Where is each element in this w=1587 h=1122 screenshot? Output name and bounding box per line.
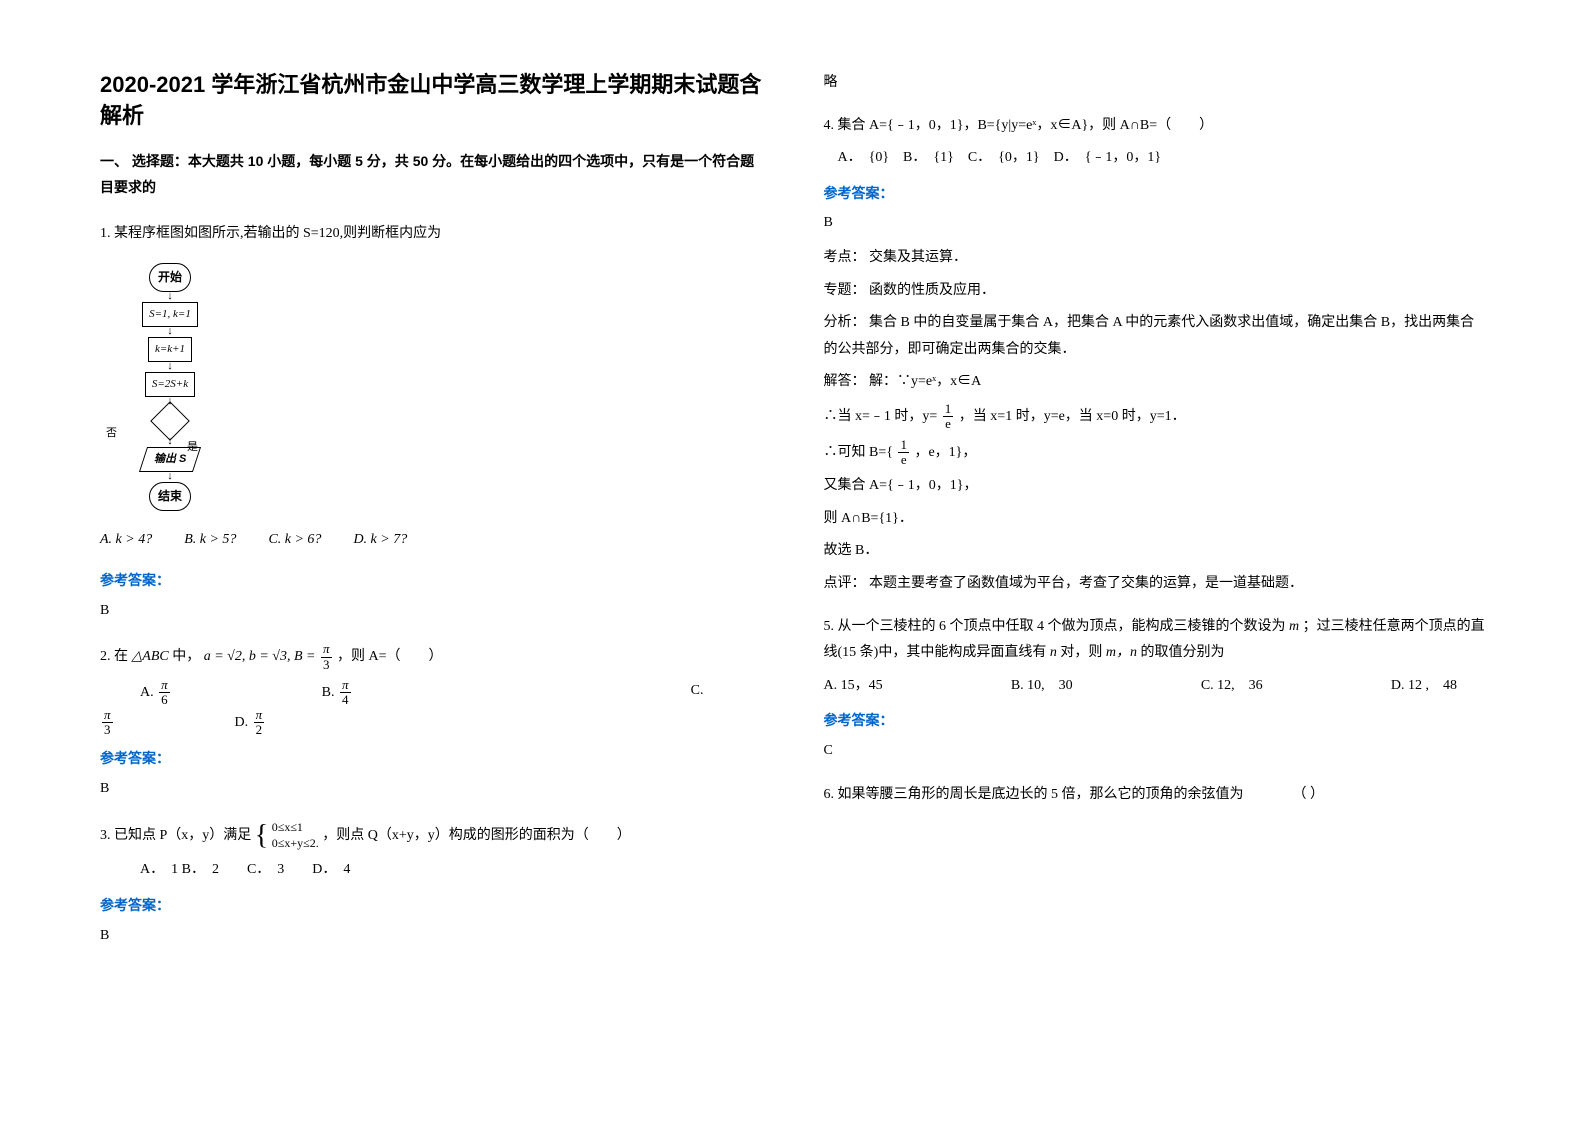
q3-answer-label: 参考答案：	[100, 892, 764, 919]
q1-options: A. k > 4? B. k > 5? C. k > 6? D. k > 7?	[100, 527, 764, 554]
q3-options: A． 1 B． 2 C． 3 D． 4	[100, 857, 764, 884]
q4-jieda-3: ∴可知 B={ 1e ，e，1}，	[824, 438, 1488, 468]
q2-stem-mid: 中，	[172, 649, 200, 664]
q2-opt-c-frac: π3	[100, 708, 115, 738]
q5-opt-a: A. 15，45	[824, 673, 883, 700]
q4-answer: B	[824, 210, 1488, 237]
q1-opt-d: D. k > 7?	[353, 527, 407, 554]
flow-arrow: ↓	[120, 472, 220, 482]
q2-opt-b: B. π4	[322, 678, 353, 708]
q5-opt-d: D. 12 , 48	[1391, 673, 1457, 700]
flow-step1: k=k+1	[148, 337, 192, 362]
q5-opt-c: C. 12, 36	[1201, 673, 1263, 700]
q4-options: A． {0} B． {1} C． {0，1} D． {﹣1，0，1}	[824, 145, 1488, 172]
q2-opt-d: D. π2	[235, 708, 267, 738]
flow-init: S=1, k=1	[142, 302, 198, 327]
q2-stem-prefix: 2. 在	[100, 649, 128, 664]
q3-answer: B	[100, 923, 764, 950]
flow-decision: 否 是	[120, 407, 220, 437]
flow-arrow: ↓	[120, 327, 220, 337]
q5-answer-label: 参考答案：	[824, 707, 1488, 734]
q5-options: A. 15，45 B. 10, 30 C. 12, 36 D. 12 , 48	[824, 673, 1488, 700]
q4-jieda-4: 又集合 A={﹣1，0，1}，	[824, 473, 1488, 500]
q4-frac-1e-b: 1e	[898, 438, 909, 468]
question-1: 1. 某程序框图如图所示,若输出的 S=120,则判断框内应为	[100, 221, 764, 248]
q4-answer-label: 参考答案：	[824, 180, 1488, 207]
question-3: 3. 已知点 P（x，y）满足 { 0≤x≤1 0≤x+y≤2. ，则点 Q（x…	[100, 820, 764, 851]
q4-jieda-6: 故选 B．	[824, 538, 1488, 565]
q2-options-row2: π3 D. π2	[100, 708, 764, 738]
question-6: 6. 如果等腰三角形的周长是底边长的 5 倍，那么它的顶角的余弦值为 （ ）	[824, 782, 1488, 809]
q3-stem-prefix: 3. 已知点 P（x，y）满足	[100, 828, 251, 843]
q1-stem: 1. 某程序框图如图所示,若输出的 S=120,则判断框内应为	[100, 226, 441, 241]
lue-text: 略	[824, 70, 1488, 97]
q3-conditions: 0≤x≤1 0≤x+y≤2.	[272, 820, 319, 851]
q1-answer: B	[100, 598, 764, 625]
q2-answer: B	[100, 776, 764, 803]
question-2: 2. 在 △ABC 中， a = √2, b = √3, B = π3 ，则 A…	[100, 642, 764, 672]
question-5: 5. 从一个三棱柱的 6 个顶点中任取 4 个做为顶点，能构成三棱锥的个数设为 …	[824, 614, 1488, 667]
q2-frac-b: π3	[321, 642, 332, 672]
q5-opt-b: B. 10, 30	[1011, 673, 1073, 700]
document-title: 2020-2021 学年浙江省杭州市金山中学高三数学理上学期期末试题含解析	[100, 70, 764, 132]
flow-arrow: ↓	[120, 362, 220, 372]
flow-arrow: ↓	[120, 292, 220, 302]
left-column: 2020-2021 学年浙江省杭州市金山中学高三数学理上学期期末试题含解析 一、…	[100, 70, 764, 1082]
q2-triangle: △ABC	[132, 649, 169, 664]
flowchart: 开始 ↓ S=1, k=1 ↓ k=k+1 ↓ S=2S+k ↓ 否 是 ↓ 输…	[120, 263, 220, 510]
q2-opt-a: A. π6	[140, 678, 172, 708]
q3-cond1: 0≤x≤1	[272, 820, 319, 836]
q4-fenxi: 分析： 集合 B 中的自变量属于集合 A，把集合 A 中的元素代入函数求出值域，…	[824, 310, 1488, 363]
q5-answer: C	[824, 738, 1488, 765]
q4-jieda-1: 解答： 解：∵y=eˣ，x∈A	[824, 369, 1488, 396]
q3-cond2: 0≤x+y≤2.	[272, 836, 319, 852]
flow-output: 输出 S	[139, 447, 201, 472]
q2-expr: a = √2, b = √3, B =	[204, 649, 319, 664]
q4-jieda-2: ∴当 x=﹣1 时，y= 1e ，当 x=1 时，y=e，当 x=0 时，y=1…	[824, 402, 1488, 432]
q2-options-row1: A. π6 B. π4 C.	[100, 678, 764, 708]
q4-jieda-5: 则 A∩B={1}．	[824, 506, 1488, 533]
flow-step2: S=2S+k	[145, 372, 195, 397]
q2-answer-label: 参考答案：	[100, 745, 764, 772]
q1-opt-a: A. k > 4?	[100, 527, 152, 554]
flow-no-label: 否	[106, 423, 117, 444]
q1-opt-b: B. k > 5?	[184, 527, 236, 554]
q1-opt-c: C. k > 6?	[268, 527, 321, 554]
q4-dianping: 点评： 本题主要考查了函数值域为平台，考查了交集的运算，是一道基础题．	[824, 571, 1488, 598]
q2-stem-tail: ，则 A=（ ）	[337, 649, 443, 664]
q4-kaodian: 考点： 交集及其运算．	[824, 245, 1488, 272]
q1-answer-label: 参考答案：	[100, 567, 764, 594]
question-4: 4. 集合 A={﹣1，0，1}，B={y|y=eˣ，x∈A}，则 A∩B=（ …	[824, 113, 1488, 140]
q3-stem-tail: ，则点 Q（x+y，y）构成的图形的面积为（ ）	[322, 828, 631, 843]
q4-zhuanti: 专题： 函数的性质及应用．	[824, 278, 1488, 305]
right-column: 略 4. 集合 A={﹣1，0，1}，B={y|y=eˣ，x∈A}，则 A∩B=…	[824, 70, 1488, 1082]
section-1-heading: 一、 选择题：本大题共 10 小题，每小题 5 分，共 50 分。在每小题给出的…	[100, 148, 764, 201]
flow-start: 开始	[149, 263, 191, 292]
flow-end: 结束	[149, 482, 191, 511]
brace-icon: {	[255, 825, 268, 847]
q4-frac-1e: 1e	[943, 402, 954, 432]
q2-opt-c: C.	[691, 678, 764, 708]
